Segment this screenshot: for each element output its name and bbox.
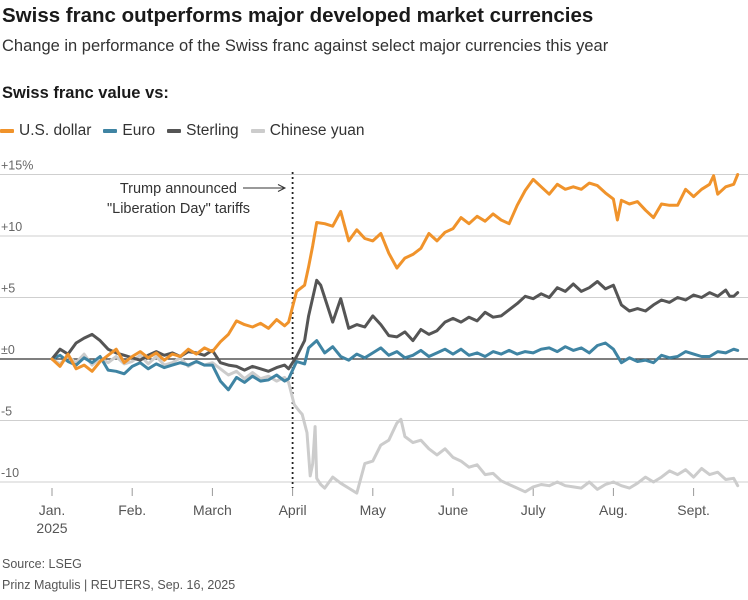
y-tick-label: +5 — [1, 282, 15, 296]
legend: U.S. dollar Euro Sterling Chinese yuan — [0, 122, 376, 140]
legend-item-euro: Euro — [103, 122, 155, 140]
annotation: Trump announced "Liberation Day" tariffs — [107, 172, 294, 488]
credit-note: Prinz Magtulis | REUTERS, Sep. 16, 2025 — [2, 578, 236, 592]
x-tick-label: March — [193, 502, 232, 518]
legend-label-yuan: Chinese yuan — [269, 122, 365, 139]
x-tick-label: July — [521, 502, 546, 518]
legend-label-euro: Euro — [122, 122, 156, 139]
y-tick-label: -10 — [1, 466, 19, 480]
annotation-arrow-head — [277, 184, 287, 192]
legend-swatch-sterling — [167, 129, 182, 133]
legend-label-sterling: Sterling — [186, 122, 239, 139]
source-note: Source: LSEG — [2, 557, 82, 571]
legend-item-sterling: Sterling — [167, 122, 239, 140]
annotation-text-line-1: Trump announced — [120, 181, 237, 197]
x-axis: Jan. 2025 Feb. March April May June July Aug. Sep… — [36, 488, 710, 536]
y-tick-label: -5 — [1, 405, 12, 419]
section-label: Swiss franc value vs: — [2, 84, 169, 102]
y-tick-label: ±0 — [1, 343, 15, 357]
legend-label-usd: U.S. dollar — [19, 122, 92, 139]
legend-item-usd: U.S. dollar — [0, 122, 91, 140]
chart-title: Swiss franc outperforms major developed … — [2, 4, 594, 27]
x-tick-label: Feb. — [118, 502, 146, 518]
annotation-text-line-2: "Liberation Day" tariffs — [107, 201, 250, 217]
x-tick-label: April — [279, 502, 307, 518]
series-layer — [50, 173, 740, 495]
series-line-usd — [50, 173, 740, 373]
legend-swatch-usd — [0, 129, 14, 133]
x-tick-label: Jan. — [39, 502, 65, 518]
line-chart: +15% +10 +5 ±0 -5 -10 Jan. 2025 Feb. March April M… — [0, 159, 748, 536]
x-tick-sublabel: 2025 — [36, 520, 67, 536]
y-tick-label: +15% — [1, 159, 33, 173]
x-tick-label: Sept. — [677, 502, 710, 518]
legend-swatch-euro — [103, 129, 118, 133]
grid-layer: +15% +10 +5 ±0 -5 -10 — [0, 159, 748, 483]
series-line-yuan — [50, 352, 740, 495]
series-line-euro — [50, 339, 740, 392]
x-tick-label: May — [360, 502, 386, 518]
legend-swatch-yuan — [250, 129, 265, 133]
legend-item-yuan: Chinese yuan — [250, 122, 365, 140]
x-tick-label: June — [438, 502, 469, 518]
y-tick-label: +10 — [1, 220, 22, 234]
chart-subtitle: Change in performance of the Swiss franc… — [2, 37, 609, 55]
x-tick-label: Aug. — [599, 502, 628, 518]
